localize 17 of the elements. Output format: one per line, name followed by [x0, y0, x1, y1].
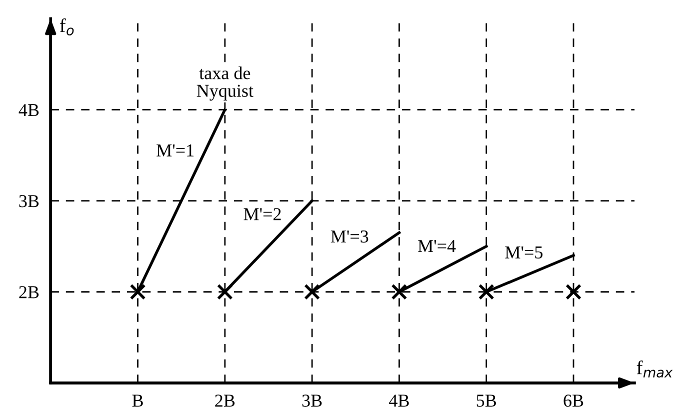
series-label: M'=3: [330, 230, 368, 243]
y-tick-label: 3B: [19, 195, 39, 208]
series-label: M'=5: [505, 246, 542, 259]
annotation: taxa de Nyquist: [196, 66, 254, 101]
x-axis-title: f$_{max}$: [636, 360, 673, 378]
y-tick-label: 2B: [19, 286, 39, 298]
x-tick-label: 5B: [476, 394, 496, 407]
y-tick-label: 4B: [18, 104, 39, 116]
series-label: M'=4: [418, 240, 456, 252]
x-tick-label: 6B: [564, 394, 584, 407]
series-label: M'=2: [244, 208, 281, 220]
x-tick-label: B: [132, 394, 143, 407]
x-tick-label: 4B: [389, 394, 409, 407]
series-label: M'=1: [156, 144, 194, 156]
y-axis-title: f$_{o}$: [60, 18, 74, 36]
x-tick-label: 2B: [215, 394, 235, 407]
x-tick-label: 3B: [302, 394, 322, 407]
